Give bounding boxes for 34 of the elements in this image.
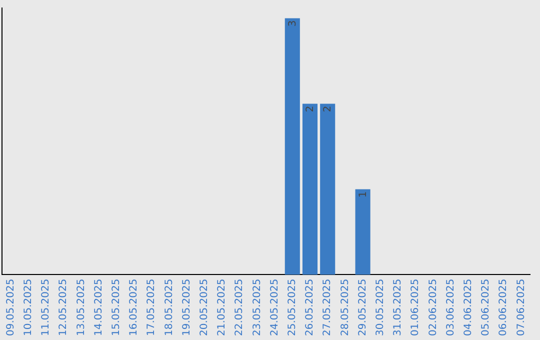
x-tick-label: 13.05.2025 — [76, 278, 87, 336]
x-tick-label: 20.05.2025 — [198, 278, 210, 336]
x-tick-label: 31.05.2025 — [392, 278, 404, 336]
x-tick-label: 18.05.2025 — [164, 278, 175, 336]
x-tick-label: 17.05.2025 — [146, 278, 158, 336]
data-label: 2 — [305, 106, 316, 112]
x-tick-label: 15.05.2025 — [110, 278, 122, 336]
data-label: 1 — [358, 191, 369, 198]
x-tick-label: 10.05.2025 — [22, 278, 34, 336]
x-tick-label: 04.06.2025 — [462, 278, 474, 336]
x-tick-label: 21.05.2025 — [216, 278, 228, 336]
x-tick-label: 07.06.2025 — [516, 278, 527, 336]
x-tick-label: 24.05.2025 — [269, 278, 280, 336]
data-label: 3 — [287, 20, 298, 27]
x-tick-label: 30.05.2025 — [374, 278, 386, 336]
x-tick-label: 16.05.2025 — [128, 278, 140, 336]
data-label: 2 — [322, 106, 334, 112]
x-tick-label: 02.06.2025 — [428, 278, 439, 336]
x-tick-label: 06.06.2025 — [498, 278, 510, 336]
x-tick-label: 29.05.2025 — [357, 278, 368, 336]
x-tick-label: 11.05.2025 — [40, 278, 52, 336]
x-tick-label: 12.05.2025 — [58, 278, 70, 336]
x-tick-label: 28.05.2025 — [340, 278, 351, 336]
x-tick-label: 23.05.2025 — [252, 278, 263, 336]
x-tick-label: 19.05.2025 — [181, 278, 192, 336]
x-tick-label: 05.06.2025 — [480, 278, 492, 336]
x-tick-label: 14.05.2025 — [93, 278, 104, 336]
x-tick-label: 25.05.2025 — [286, 278, 298, 336]
x-tick-label: 03.06.2025 — [445, 278, 456, 336]
x-tick-label: 22.05.2025 — [234, 278, 246, 336]
x-tick-label: 27.05.2025 — [322, 278, 334, 336]
x-tick-label: 09.05.2025 — [5, 278, 16, 336]
x-tick-label: 26.05.2025 — [304, 278, 316, 336]
x-tick-label: 01.06.2025 — [410, 278, 422, 336]
